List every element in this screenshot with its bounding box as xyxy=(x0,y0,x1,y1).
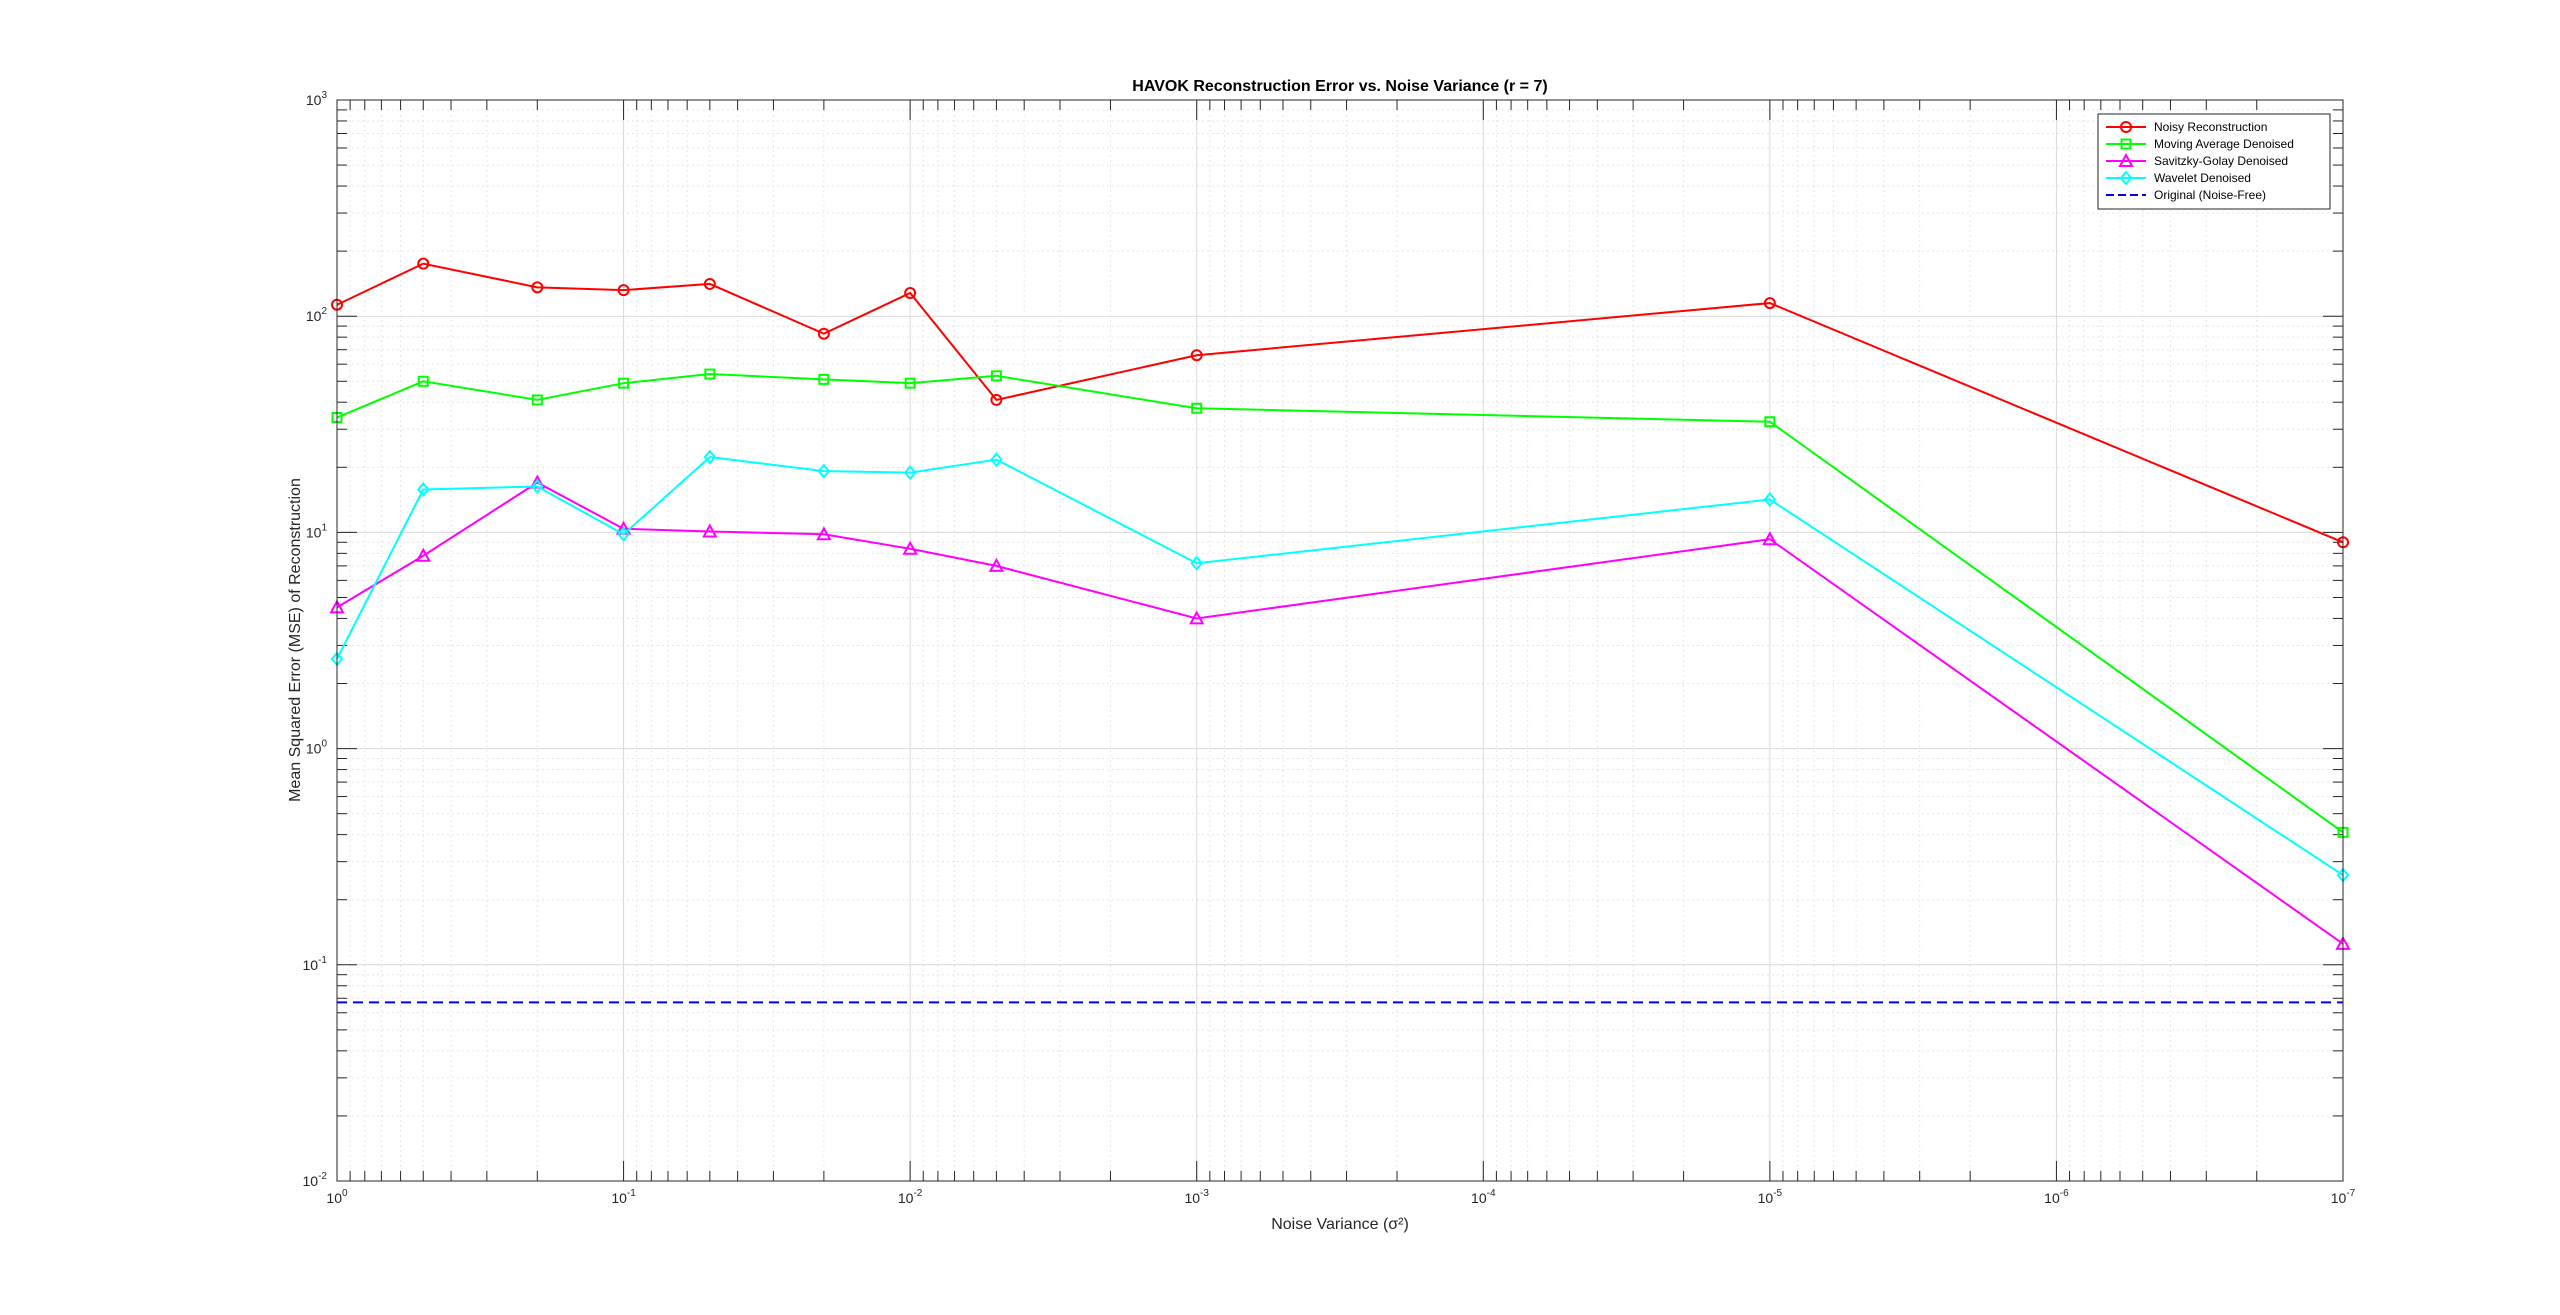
series-0 xyxy=(331,257,2349,549)
data-point xyxy=(902,540,918,555)
series-2 xyxy=(329,474,2351,950)
data-point xyxy=(703,277,716,290)
legend-item: Wavelet Denoised xyxy=(2106,170,2251,186)
data-point xyxy=(531,478,544,495)
data-point xyxy=(904,377,916,389)
legend-item: Savitzky-Golay Denoised xyxy=(2106,152,2288,168)
x-tick-label: 10-5 xyxy=(1758,1188,1783,1206)
legend-box xyxy=(2097,113,2331,210)
data-point xyxy=(415,547,431,562)
data-point xyxy=(1191,402,1203,414)
x-tick-label: 100 xyxy=(326,1188,348,1206)
data-point xyxy=(1190,555,1204,571)
minor-grid xyxy=(337,100,2343,1181)
series-line xyxy=(336,456,2344,876)
data-point xyxy=(417,375,429,387)
data-point xyxy=(416,481,430,498)
y-tick-label: 10-1 xyxy=(303,955,328,973)
x-axis-label: Noise Variance (σ²) xyxy=(1271,1216,1409,1233)
x-tick-label: 10-1 xyxy=(611,1188,636,1206)
legend-label: Moving Average Denoised xyxy=(2154,137,2294,151)
data-point xyxy=(703,449,717,465)
data-point xyxy=(617,526,630,542)
data-point xyxy=(818,373,830,385)
y-axis-label: Mean Squared Error (MSE) of Reconstructi… xyxy=(287,478,304,802)
data-point xyxy=(1190,349,1203,362)
y-tick-label: 102 xyxy=(306,306,328,324)
data-point xyxy=(531,394,543,406)
series-line xyxy=(336,373,2344,834)
x-tick-label: 10-6 xyxy=(2044,1188,2069,1206)
y-tick-label: 101 xyxy=(306,522,328,540)
legend-marker xyxy=(2118,152,2134,167)
legend-label: Noisy Reconstruction xyxy=(2154,120,2267,134)
legend-label: Original (Noise-Free) xyxy=(2154,188,2266,202)
legend-label: Wavelet Denoised xyxy=(2154,171,2251,185)
data-point xyxy=(990,393,1003,406)
data-point xyxy=(903,465,917,481)
legend-marker xyxy=(2120,138,2132,150)
data-point xyxy=(618,377,630,389)
series-line xyxy=(336,481,2344,945)
chart-title: HAVOK Reconstruction Error vs. Noise Var… xyxy=(1132,78,1547,95)
data-point xyxy=(702,523,718,538)
x-tick-labels: 100 10-1 10-2 10-3 10-4 10-5 10-6 10-7 xyxy=(326,1188,2355,1206)
data-point xyxy=(1189,610,1205,625)
data-point xyxy=(816,526,832,541)
data-point xyxy=(988,557,1005,572)
data-point xyxy=(1763,297,1776,310)
data-point xyxy=(704,368,716,380)
data-point xyxy=(817,327,830,340)
legend-item: Moving Average Denoised xyxy=(2106,137,2294,151)
y-tick-label: 10-2 xyxy=(303,1171,328,1189)
plot-border xyxy=(336,99,2344,1182)
plot-area xyxy=(337,100,2343,1181)
data-point xyxy=(1763,491,1777,508)
data-point xyxy=(904,287,917,300)
data-point xyxy=(531,281,544,294)
series-line xyxy=(336,262,2344,544)
data-point xyxy=(1764,416,1776,428)
legend: Noisy Reconstruction Moving Average Denoi… xyxy=(2097,113,2331,210)
data-point xyxy=(1762,531,1778,546)
legend-item: Noisy Reconstruction xyxy=(2106,120,2267,134)
y-tick-label: 100 xyxy=(306,739,328,757)
x-tick-label: 10-2 xyxy=(898,1188,923,1206)
x-tick-label: 10-3 xyxy=(1184,1188,1209,1206)
data-point xyxy=(990,452,1003,468)
x-tick-label: 10-7 xyxy=(2331,1188,2356,1206)
legend-label: Savitzky-Golay Denoised xyxy=(2154,154,2288,168)
data-point xyxy=(617,284,630,297)
y-tick-label: 103 xyxy=(306,90,328,108)
data-point xyxy=(417,257,430,270)
data-point xyxy=(817,463,831,479)
data-point xyxy=(990,370,1002,382)
x-tick-label: 10-4 xyxy=(1471,1188,1496,1206)
legend-item: Original (Noise-Free) xyxy=(2106,188,2266,202)
legend-marker xyxy=(2120,121,2132,133)
legend-marker xyxy=(2119,170,2133,186)
y-tick-labels: 103 102 101 100 10-1 10-2 xyxy=(303,90,328,1189)
data-series xyxy=(329,257,2351,1004)
